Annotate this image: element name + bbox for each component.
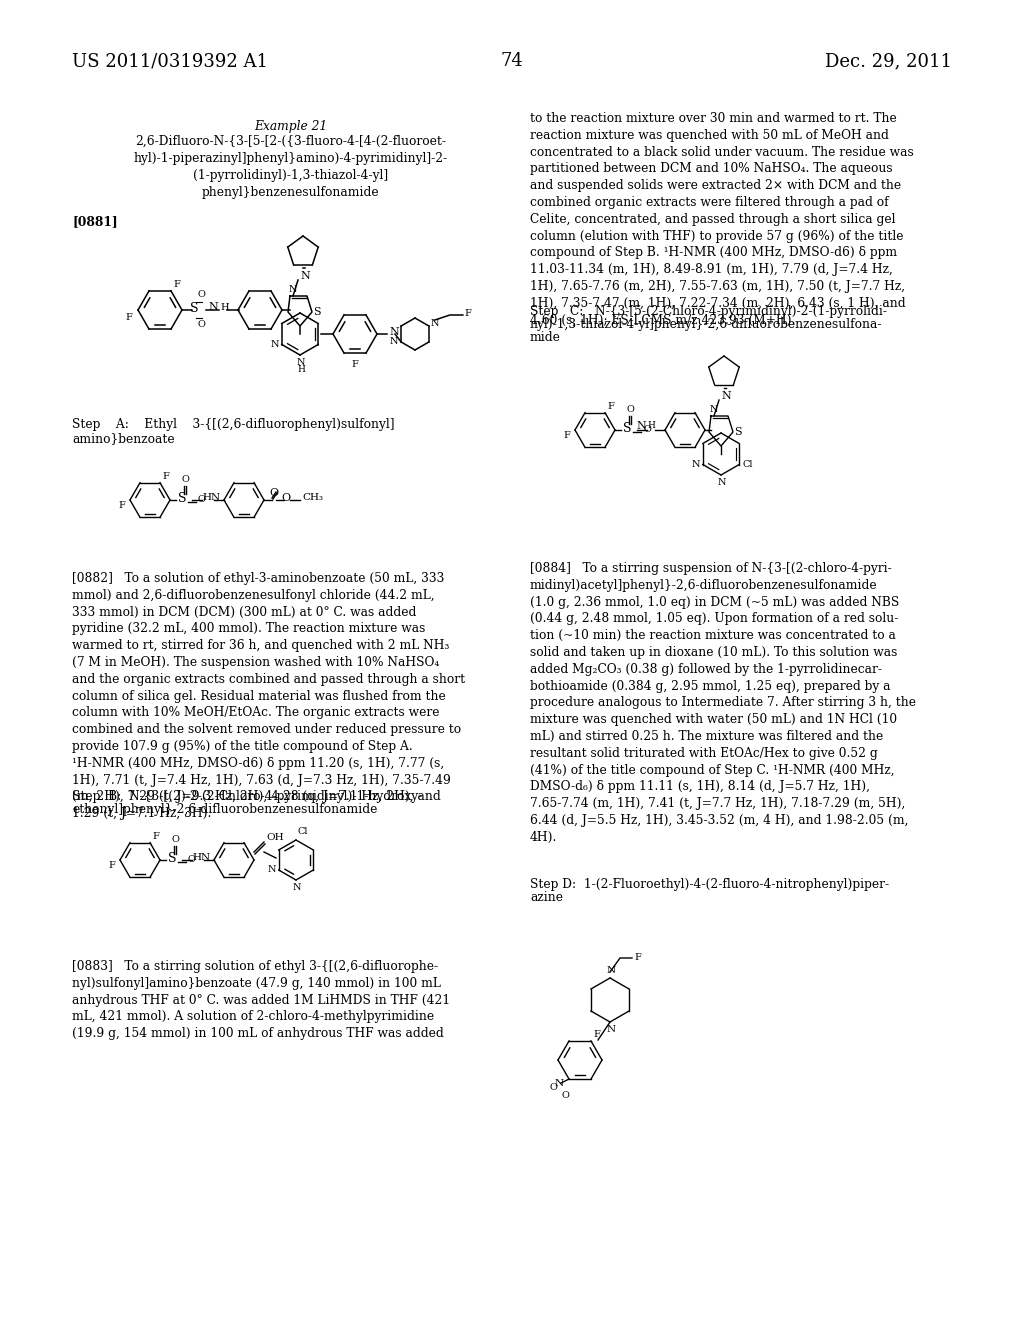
Text: N: N (270, 341, 279, 348)
Text: H: H (647, 421, 655, 430)
Text: Dec. 29, 2011: Dec. 29, 2011 (825, 51, 952, 70)
Text: O: O (643, 425, 651, 434)
Text: N: N (390, 338, 398, 346)
Text: F: F (465, 309, 472, 318)
Text: mide: mide (530, 331, 561, 345)
Text: Cl: Cl (298, 828, 308, 836)
Text: O: O (188, 855, 196, 865)
Text: F: F (351, 360, 358, 370)
Text: S: S (734, 426, 741, 437)
Text: Step   C:   N-{3-[5-(2-Chloro-4-pyrimidinyl)-2-(1-pyrrolidi-: Step C: N-{3-[5-(2-Chloro-4-pyrimidinyl)… (530, 305, 887, 318)
Text: N: N (431, 319, 439, 329)
Text: N: N (293, 883, 301, 892)
Text: 74: 74 (501, 51, 523, 70)
Text: N: N (721, 391, 731, 401)
Text: to the reaction mixture over 30 min and warmed to rt. The
reaction mixture was q: to the reaction mixture over 30 min and … (530, 112, 913, 326)
Text: Step  B:  N-{3-[(2)-2-(2-Chloro-4-pyrimidinyl)-1-hydroxy-: Step B: N-{3-[(2)-2-(2-Chloro-4-pyrimidi… (72, 789, 422, 803)
Text: F: F (634, 953, 641, 961)
Text: O: O (269, 488, 279, 498)
Text: O: O (561, 1092, 569, 1100)
Text: HN: HN (202, 494, 220, 503)
Text: [0881]: [0881] (72, 215, 118, 228)
Text: S: S (168, 851, 176, 865)
Text: amino}benzoate: amino}benzoate (72, 432, 175, 445)
Text: N: N (267, 866, 275, 874)
Text: N: N (554, 1078, 563, 1088)
Text: S: S (189, 301, 199, 314)
Text: [0884]   To a stirring suspension of N-{3-[(2-chloro-4-pyri-
midinyl)acetyl]phen: [0884] To a stirring suspension of N-{3-… (530, 562, 916, 843)
Text: O: O (171, 836, 179, 843)
Text: F: F (152, 832, 159, 841)
Text: Step    A:    Ethyl    3-{[(2,6-difluorophenyl)sulfonyl]: Step A: Ethyl 3-{[(2,6-difluorophenyl)su… (72, 418, 394, 432)
Text: F: F (173, 280, 180, 289)
Text: F: F (563, 432, 570, 441)
Text: US 2011/0319392 A1: US 2011/0319392 A1 (72, 51, 268, 70)
Text: Example 21: Example 21 (254, 120, 328, 133)
Text: Step D:  1-(2-Fluoroethyl)-4-(2-fluoro-4-nitrophenyl)piper-: Step D: 1-(2-Fluoroethyl)-4-(2-fluoro-4-… (530, 878, 889, 891)
Text: O: O (549, 1082, 557, 1092)
Text: [0883]   To a stirring solution of ethyl 3-{[(2,6-difluorophe-
nyl)sulfonyl]amin: [0883] To a stirring solution of ethyl 3… (72, 960, 451, 1040)
Text: N: N (710, 405, 718, 414)
Text: S: S (623, 421, 631, 434)
Text: F: F (162, 471, 169, 480)
Text: CH₃: CH₃ (302, 494, 323, 503)
Text: nyl)-1,3-thiazol-4-yl]phenyl}-2,6-difluorobenzenesulfona-: nyl)-1,3-thiazol-4-yl]phenyl}-2,6-difluo… (530, 318, 883, 331)
Text: N: N (300, 271, 309, 281)
Text: N: N (389, 327, 398, 337)
Text: F: F (125, 314, 132, 322)
Text: OH: OH (266, 833, 284, 842)
Text: O: O (198, 495, 206, 504)
Text: ethenyl]phenyl}-2,6-difluorobenzenesulfonamide: ethenyl]phenyl}-2,6-difluorobenzenesulfo… (72, 803, 378, 816)
Text: O: O (181, 475, 189, 484)
Text: F: F (109, 862, 115, 870)
Text: [0882]   To a solution of ethyl-3-aminobenzoate (50 mL, 333
mmol) and 2,6-difluo: [0882] To a solution of ethyl-3-aminoben… (72, 572, 465, 820)
Text: N: N (636, 421, 646, 432)
Text: F: F (607, 401, 613, 411)
Text: O: O (626, 405, 634, 414)
Text: N: N (297, 358, 305, 367)
Text: H: H (220, 302, 228, 312)
Text: azine: azine (530, 891, 563, 904)
Text: Cl: Cl (742, 459, 753, 469)
Text: N: N (208, 302, 218, 312)
Text: N: N (606, 966, 615, 975)
Text: N: N (606, 1026, 615, 1034)
Text: HN: HN (193, 854, 210, 862)
Text: F: F (593, 1030, 600, 1039)
Text: H: H (297, 366, 305, 374)
Text: O: O (282, 492, 291, 503)
Text: 2,6-Difluoro-N-{3-[5-[2-({3-fluoro-4-[4-(2-fluoroet-
hyl)-1-piperazinyl]phenyl}a: 2,6-Difluoro-N-{3-[5-[2-({3-fluoro-4-[4-… (134, 135, 449, 199)
Text: N: N (691, 459, 699, 469)
Text: O: O (198, 319, 206, 329)
Text: N: N (289, 285, 297, 294)
Text: F: F (118, 502, 125, 511)
Text: S: S (313, 308, 321, 317)
Text: O: O (198, 290, 206, 300)
Text: N: N (718, 478, 726, 487)
Text: S: S (178, 491, 186, 504)
